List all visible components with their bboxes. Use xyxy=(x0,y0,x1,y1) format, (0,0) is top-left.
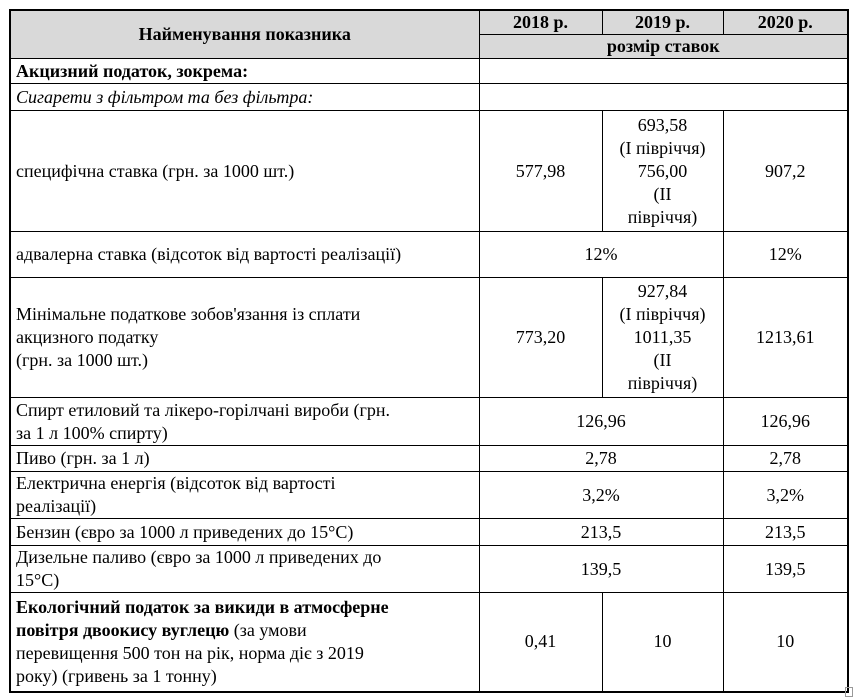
line: реалізації) xyxy=(16,496,97,516)
value-note: (I півріччя) xyxy=(619,137,706,158)
row-minimal-label: Мінімальне податкове зобов'язання із спл… xyxy=(9,277,480,398)
header-subheader: розмір ставок xyxy=(478,34,849,59)
row-beer-label: Пиво (грн. за 1 л) xyxy=(9,445,480,472)
row-eco-2018: 0,41 xyxy=(478,592,603,692)
line: (за умови xyxy=(229,619,307,640)
header-indicator: Найменування показника xyxy=(9,9,480,59)
row-beer-2020: 2,78 xyxy=(722,445,849,472)
row-alcohol-label: Спирт етиловий та лікеро-горілчані вироб… xyxy=(9,397,480,446)
value-note: півріччя) xyxy=(627,206,698,227)
row-specific-label: специфічна ставка (грн. за 1000 шт.) xyxy=(9,110,480,232)
value: 927,84 xyxy=(637,281,688,301)
row-electricity-label: Електрична енергія (відсоток від вартост… xyxy=(9,471,480,519)
line: перевищення 500 тон на рік, норма діє з … xyxy=(16,642,364,663)
row-advalorem-2020: 12% xyxy=(722,231,849,278)
line-bold: Екологічний податок за викиди в атмосфер… xyxy=(16,596,389,617)
row-petrol-label: Бензин (євро за 1000 л приведених до 15°… xyxy=(9,518,480,546)
value-note: (I півріччя) xyxy=(619,304,706,324)
line: Дизельне паливо (євро за 1000 л приведен… xyxy=(16,547,382,567)
value-note: півріччя) xyxy=(627,373,698,393)
row-diesel-2020: 139,5 xyxy=(722,545,849,593)
header-year-2019: 2019 р. xyxy=(601,9,724,35)
row-minimal-2019: 927,84 (I півріччя) 1011,35 (II півріччя) xyxy=(601,277,724,398)
row-advalorem-2018-2019: 12% xyxy=(478,231,724,278)
row-eco-2020: 10 xyxy=(722,592,849,692)
line: року) (гривень за 1 тонну) xyxy=(16,665,217,686)
row-eco-label: Екологічний податок за викиди в атмосфер… xyxy=(9,592,480,692)
row-alcohol-2020: 126,96 xyxy=(722,397,849,446)
row-minimal-2018: 773,20 xyxy=(478,277,603,398)
line: Електрична енергія (відсоток від вартост… xyxy=(16,473,336,493)
row-cigarettes-label: Сигарети з фільтром та без фільтра: xyxy=(9,83,480,111)
row-diesel-label: Дизельне паливо (євро за 1000 л приведен… xyxy=(9,545,480,593)
line: Мінімальне податкове зобов'язання із спл… xyxy=(16,304,361,324)
line: за 1 л 100% спирту) xyxy=(16,422,168,443)
row-electricity-2020: 3,2% xyxy=(722,471,849,519)
value-note: (II xyxy=(653,183,672,204)
row-diesel-2018-2019: 139,5 xyxy=(478,545,724,593)
row-eco-2019: 10 xyxy=(601,592,724,692)
row-specific-2020: 907,2 xyxy=(722,110,849,232)
value: 756,00 xyxy=(637,160,688,181)
header-year-2018: 2018 р. xyxy=(478,9,603,35)
row-alcohol-2018-2019: 126,96 xyxy=(478,397,724,446)
tax-rates-table: Найменування показника 2018 р. 2019 р. 2… xyxy=(9,9,849,693)
row-specific-2019: 693,58 (I півріччя) 756,00 (II півріччя) xyxy=(601,110,724,232)
row-minimal-2020: 1213,61 xyxy=(722,277,849,398)
row-excise-label: Акцизний податок, зокрема: xyxy=(9,58,480,84)
value: 693,58 xyxy=(637,114,688,135)
row-petrol-2018-2019: 213,5 xyxy=(478,518,724,546)
row-petrol-2020: 213,5 xyxy=(722,518,849,546)
row-excise-empty xyxy=(478,58,849,84)
row-electricity-2018-2019: 3,2% xyxy=(478,471,724,519)
value-note: (II xyxy=(653,350,672,370)
line: 15°С) xyxy=(16,570,60,590)
line: (грн. за 1000 шт.) xyxy=(16,350,148,370)
row-specific-2018: 577,98 xyxy=(478,110,603,232)
line: акцизного податку xyxy=(16,327,159,347)
row-beer-2018-2019: 2,78 xyxy=(478,445,724,472)
value: 1011,35 xyxy=(633,327,692,347)
header-year-2020: 2020 р. xyxy=(722,9,849,35)
table-resize-handle[interactable] xyxy=(845,687,853,697)
line: Спирт етиловий та лікеро-горілчані вироб… xyxy=(16,399,391,420)
line-bold: повітря двоокису вуглецю xyxy=(16,619,230,640)
row-advalorem-label: адвалерна ставка (відсоток від вартості … xyxy=(9,231,480,278)
row-cigarettes-empty xyxy=(478,83,849,111)
